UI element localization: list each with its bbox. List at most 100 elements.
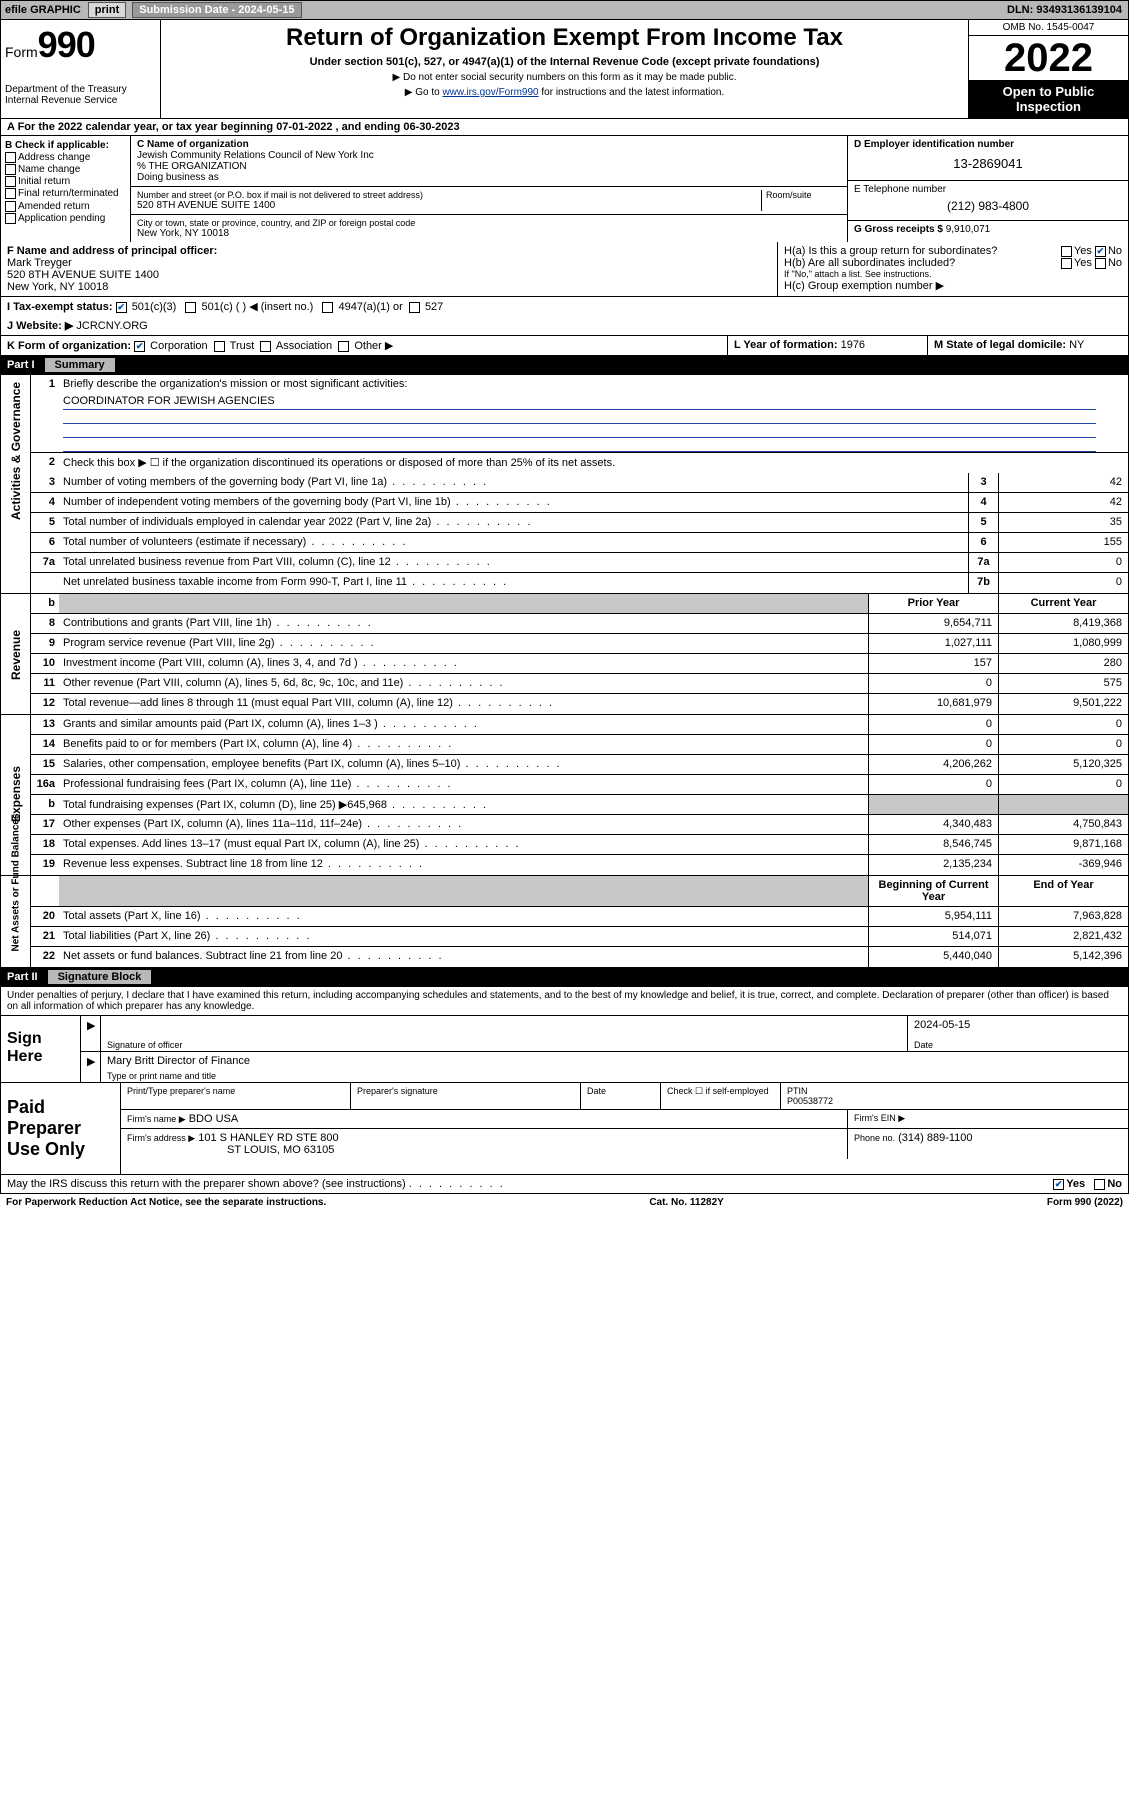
current-value: 280 [998, 654, 1128, 673]
top-toolbar: efile GRAPHIC print Submission Date - 20… [0, 0, 1129, 20]
form-footer: Form 990 (2022) [1047, 1197, 1123, 1208]
line-value: 42 [998, 493, 1128, 512]
prior-value: 0 [868, 735, 998, 754]
city-cell: City or town, state or province, country… [131, 215, 847, 242]
org-careof: % THE ORGANIZATION [137, 161, 841, 172]
chk-initial-return[interactable]: Initial return [5, 176, 126, 187]
line2-num: 2 [31, 453, 59, 473]
sig-officer-label: Signature of officer [107, 1040, 182, 1050]
line-desc: Revenue less expenses. Subtract line 18 … [59, 855, 868, 875]
open-inspection-badge: Open to Public Inspection [969, 80, 1128, 118]
hb-label: H(b) Are all subordinates included? [784, 257, 955, 269]
line-desc: Net assets or fund balances. Subtract li… [59, 947, 868, 967]
cat-number: Cat. No. 11282Y [649, 1197, 723, 1208]
chk-assoc[interactable] [260, 341, 271, 352]
ha-no-chk[interactable] [1095, 246, 1106, 257]
chk-4947[interactable] [322, 302, 333, 313]
phone-value: (212) 983-4800 [854, 195, 1122, 217]
current-value: 0 [998, 735, 1128, 754]
summary-expenses: Expenses 13Grants and similar amounts pa… [0, 715, 1129, 876]
prior-value: 4,340,483 [868, 815, 998, 834]
chk-other[interactable] [338, 341, 349, 352]
chk-corp[interactable] [134, 341, 145, 352]
ha-yes-chk[interactable] [1061, 246, 1072, 257]
chk-501c3[interactable] [116, 302, 127, 313]
preparer-name-col: Print/Type preparer's name [121, 1083, 351, 1109]
prior-value: 0 [868, 715, 998, 734]
line-num: 13 [31, 715, 59, 734]
line-num: 14 [31, 735, 59, 754]
tax-year: 2022 [969, 36, 1128, 80]
city-label: City or town, state or province, country… [137, 218, 841, 228]
phone-label: E Telephone number [854, 184, 1122, 195]
header-right: OMB No. 1545-0047 2022 Open to Public In… [968, 20, 1128, 118]
line-num: 20 [31, 907, 59, 926]
chk-501c[interactable] [185, 302, 196, 313]
form-title: Return of Organization Exempt From Incom… [169, 24, 960, 52]
firm-addr-label: Firm's address ▶ [127, 1133, 195, 1143]
part2-tag: Part II [7, 971, 48, 983]
officer-addr2: New York, NY 10018 [7, 281, 771, 293]
governance-body: 1 Briefly describe the organization's mi… [31, 375, 1128, 593]
discuss-row: May the IRS discuss this return with the… [0, 1175, 1129, 1194]
i-label: I Tax-exempt status: [7, 301, 113, 313]
gross-label: G Gross receipts $ [854, 224, 943, 235]
line-box: 3 [968, 473, 998, 492]
perjury-declaration: Under penalties of perjury, I declare th… [1, 987, 1128, 1016]
ein-cell: D Employer identification number 13-2869… [848, 136, 1128, 181]
table-row: 4Number of independent voting members of… [31, 493, 1128, 513]
chk-527[interactable] [409, 302, 420, 313]
current-value: 0 [998, 775, 1128, 794]
current-value: 4,750,843 [998, 815, 1128, 834]
hb-yes-chk[interactable] [1061, 258, 1072, 269]
part2-header: Part II Signature Block [0, 968, 1129, 987]
line-num: 7a [31, 553, 59, 572]
discuss-yes-chk[interactable] [1053, 1179, 1064, 1190]
firm-name-label: Firm's name ▶ [127, 1114, 186, 1124]
chk-address-change[interactable]: Address change [5, 152, 126, 163]
chk-name-change[interactable]: Name change [5, 164, 126, 175]
arrow-icon: ▶ [81, 1052, 101, 1082]
line-desc: Total expenses. Add lines 13–17 (must eq… [59, 835, 868, 854]
prior-value: 10,681,979 [868, 694, 998, 714]
org-name-cell: C Name of organization Jewish Community … [131, 136, 847, 187]
officer-typed-label: Type or print name and title [107, 1071, 216, 1081]
print-button[interactable]: print [88, 2, 126, 18]
chk-amended-return[interactable]: Amended return [5, 201, 126, 212]
col-b-heading: B Check if applicable: [5, 140, 126, 151]
hb-no-chk[interactable] [1095, 258, 1106, 269]
current-value: 9,871,168 [998, 835, 1128, 854]
header-left: Form990 Department of the Treasury Inter… [1, 20, 161, 118]
self-employed-chk[interactable]: Check ☐ if self-employed [661, 1083, 781, 1109]
line-desc: Total liabilities (Part X, line 26) [59, 927, 868, 946]
part1-header: Part I Summary [0, 356, 1129, 375]
line-box: 7b [968, 573, 998, 593]
current-value: 5,142,396 [998, 947, 1128, 967]
form-subtitle: Under section 501(c), 527, or 4947(a)(1)… [169, 56, 960, 68]
ein-label: D Employer identification number [854, 139, 1122, 150]
table-row: bTotal fundraising expenses (Part IX, co… [31, 795, 1128, 815]
line-desc: Total assets (Part X, line 16) [59, 907, 868, 926]
discuss-no-chk[interactable] [1094, 1179, 1105, 1190]
line-desc: Program service revenue (Part VIII, line… [59, 634, 868, 653]
table-row: 13Grants and similar amounts paid (Part … [31, 715, 1128, 735]
prior-value: 5,954,111 [868, 907, 998, 926]
line-desc: Number of independent voting members of … [59, 493, 968, 512]
preparer-date-col: Date [581, 1083, 661, 1109]
firm-name-value: BDO USA [189, 1113, 239, 1125]
line-desc: Salaries, other compensation, employee b… [59, 755, 868, 774]
irs-link[interactable]: www.irs.gov/Form990 [442, 87, 538, 98]
chk-application-pending[interactable]: Application pending [5, 213, 126, 224]
chk-final-return[interactable]: Final return/terminated [5, 188, 126, 199]
line-num: 10 [31, 654, 59, 673]
table-row: 17Other expenses (Part IX, column (A), l… [31, 815, 1128, 835]
m-value: NY [1069, 339, 1084, 351]
line-box: 4 [968, 493, 998, 512]
prior-value: 0 [868, 674, 998, 693]
line-box: 7a [968, 553, 998, 572]
line-value: 42 [998, 473, 1128, 492]
table-row: 11Other revenue (Part VIII, column (A), … [31, 674, 1128, 694]
chk-trust[interactable] [214, 341, 225, 352]
sidelabel-governance: Activities & Governance [1, 375, 31, 593]
goto-note: ▶ Go to www.irs.gov/Form990 for instruct… [169, 87, 960, 98]
